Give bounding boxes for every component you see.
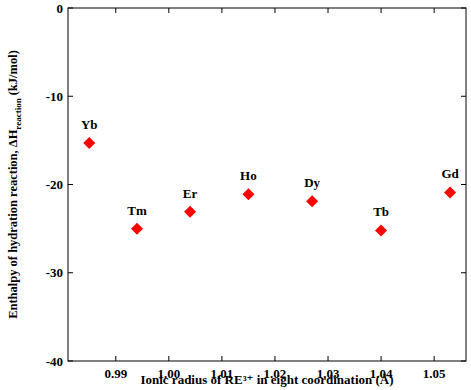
y-tick	[68, 272, 73, 273]
point-label: Ho	[240, 168, 257, 183]
x-tick-top	[115, 8, 116, 13]
point	[242, 188, 254, 200]
point-label: Gd	[441, 166, 459, 181]
x-tick-top	[274, 8, 275, 13]
x-tick	[115, 356, 116, 361]
point	[184, 206, 196, 218]
x-tick	[328, 356, 329, 361]
point	[131, 223, 143, 235]
point-label: Tb	[373, 204, 389, 219]
point-label: Tm	[127, 203, 147, 218]
y-tick-label: -10	[46, 89, 63, 104]
point	[83, 137, 95, 149]
y-tick-right	[461, 96, 466, 97]
y-tick-label: -30	[46, 265, 63, 280]
y-tick	[68, 361, 73, 362]
point-label: Er	[183, 186, 198, 201]
y-axis-label-sub: reaction	[13, 98, 23, 129]
x-axis-label: Ionic radius of RE³⁺ in eight coordinati…	[140, 372, 393, 387]
x-tick-top	[328, 8, 329, 13]
point-label: Dy	[304, 175, 320, 190]
point-label: Yb	[81, 117, 98, 132]
point	[444, 186, 456, 198]
x-tick-top	[168, 8, 169, 13]
y-tick-label: -20	[46, 177, 63, 192]
y-axis-label-group: Enthalpy of hydration reaction, ΔHreacti…	[6, 50, 23, 319]
y-tick-right	[461, 361, 466, 362]
x-tick	[274, 356, 275, 361]
y-tick	[68, 8, 73, 9]
x-tick	[221, 356, 222, 361]
x-tick	[168, 356, 169, 361]
chart: 0.991.001.011.021.031.041.05-40-30-20-10…	[0, 0, 471, 390]
y-tick	[68, 184, 73, 185]
points	[83, 137, 456, 236]
y-axis-label-main: Enthalpy of hydration reaction, ΔH	[6, 129, 20, 318]
y-axis-label-unit: (kJ/mol)	[6, 50, 20, 95]
y-tick	[68, 96, 73, 97]
x-tick-top	[221, 8, 222, 13]
x-tick-label: 1.05	[423, 366, 446, 381]
point	[306, 195, 318, 207]
x-tick	[434, 356, 435, 361]
y-tick-label: 0	[57, 1, 64, 16]
x-tick-top	[434, 8, 435, 13]
y-tick-right	[461, 272, 466, 273]
plot-frame	[68, 8, 466, 361]
y-tick-label: -40	[46, 354, 63, 369]
x-tick-top	[381, 8, 382, 13]
y-axis-label: Enthalpy of hydration reaction, ΔHreacti…	[6, 50, 23, 319]
x-tick	[381, 356, 382, 361]
point	[375, 224, 387, 236]
x-tick-label: 0.99	[104, 366, 127, 381]
y-tick-right	[461, 8, 466, 9]
y-tick-right	[461, 184, 466, 185]
